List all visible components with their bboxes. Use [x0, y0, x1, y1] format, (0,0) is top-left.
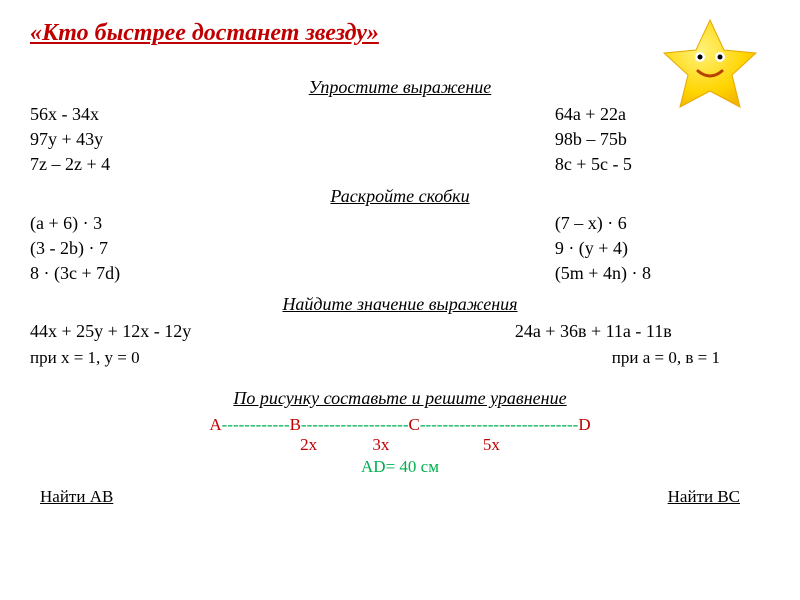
node-a: A	[209, 415, 221, 434]
expr: 8 · (3с + 7d)	[30, 261, 385, 286]
condition: при а = 0, в = 1	[515, 346, 770, 370]
condition: при х = 1, у = 0	[30, 346, 385, 370]
expr: (5m + 4n) · 8	[555, 261, 770, 286]
node-b: B	[290, 415, 301, 434]
dash: ----------------------------	[420, 415, 579, 434]
expr: 44х + 25у + 12х - 12у	[30, 319, 385, 344]
node-c: C	[408, 415, 419, 434]
diagram-line: A------------B-------------------C------…	[30, 415, 770, 435]
expr: 24а + 36в + 11а - 11в	[515, 319, 770, 344]
section-evaluate-header: Найдите значение выражения	[30, 294, 770, 315]
expr: (3 - 2b) · 7	[30, 236, 385, 261]
page-title: «Кто быстрее достанет звезду»	[30, 20, 770, 47]
star-icon	[660, 15, 760, 115]
section-brackets: (а + 6) · 3 (3 - 2b) · 7 8 · (3с + 7d) (…	[30, 211, 770, 287]
node-d: D	[578, 415, 590, 434]
expr: (а + 6) · 3	[30, 211, 385, 236]
expr: 8с + 5с - 5	[555, 152, 770, 177]
diagram-length: AD= 40 см	[30, 457, 770, 477]
dash: -------------------	[301, 415, 409, 434]
diagram-values: 2х 3х 5х	[30, 435, 770, 455]
section-simplify: 56х - 34х 97у + 43у 7z – 2z + 4 64а + 22…	[30, 102, 770, 178]
find-ab: Найти АВ	[30, 487, 113, 507]
expr: 98b – 75b	[555, 127, 770, 152]
find-bc: Найти ВС	[668, 487, 770, 507]
section-diagram-header: По рисунку составьте и решите уравнение	[30, 388, 770, 409]
section-simplify-header: Упростите выражение	[30, 77, 770, 98]
section-evaluate: 44х + 25у + 12х - 12у при х = 1, у = 0 2…	[30, 319, 770, 370]
expr: (7 – х) · 6	[555, 211, 770, 236]
expr: 7z – 2z + 4	[30, 152, 385, 177]
expr: 97у + 43у	[30, 127, 385, 152]
expr: 9 · (у + 4)	[555, 236, 770, 261]
dash: ------------	[222, 415, 290, 434]
expr: 56х - 34х	[30, 102, 385, 127]
find-row: Найти АВ Найти ВС	[30, 487, 770, 507]
section-brackets-header: Раскройте скобки	[30, 186, 770, 207]
